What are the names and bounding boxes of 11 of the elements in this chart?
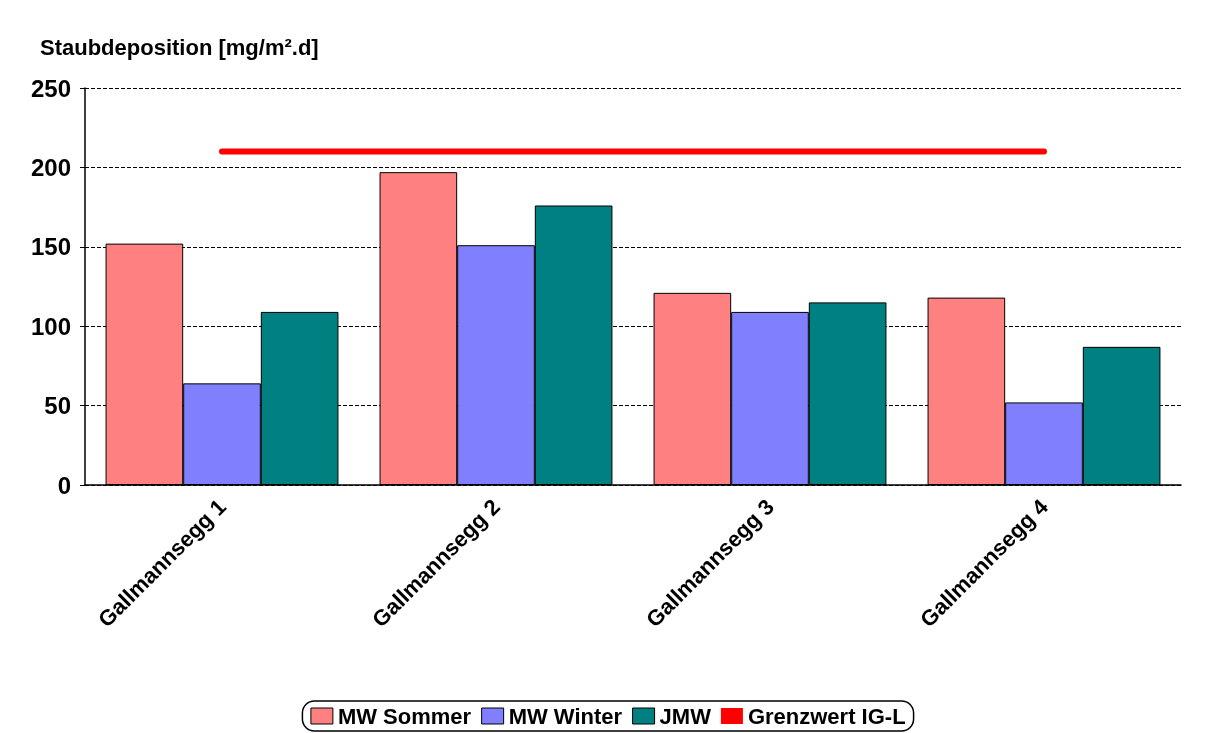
y-tick-label: 250	[30, 74, 71, 102]
y-tick-label: 0	[57, 471, 71, 499]
y-axis-title: Staubdeposition [mg/m².d]	[40, 34, 319, 60]
legend-label: MW Winter	[508, 703, 623, 729]
legend-label: MW Sommer	[337, 703, 472, 729]
legend-label: JMW	[659, 703, 712, 729]
y-tick-label: 150	[30, 233, 71, 261]
legend-label: Grenzwert IG-L	[747, 703, 906, 729]
y-tick-label: 50	[44, 392, 71, 420]
y-tick-label: 200	[30, 153, 71, 181]
y-tick-label: 100	[30, 312, 71, 340]
